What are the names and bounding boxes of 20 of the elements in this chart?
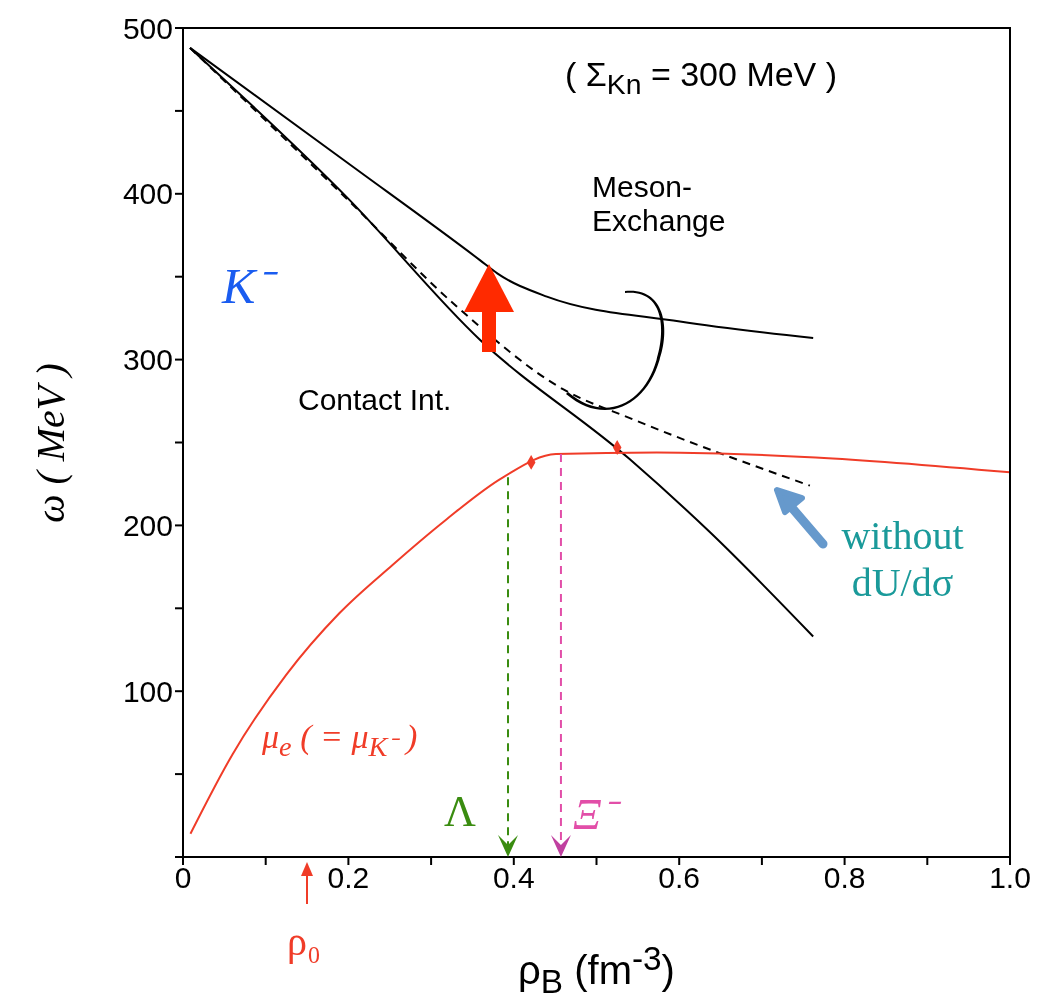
y-tick-label: 100 [122,674,173,708]
x-tick-label: 0.4 [492,861,535,895]
x-tick-label: 1.0 [989,861,1031,895]
x-axis-title: ρ$_{B}$ (fm$^{-3}$) [518,940,675,1000]
series-label: Contact Int. [298,383,453,417]
y-tick-label: 400 [122,177,173,211]
x-tick-label: 0.6 [658,861,701,895]
annotation: ( Σ$_{Kn}$ = 300 MeV ) [565,55,838,101]
text: ρ₀ [287,918,321,965]
y-tick-label: 300 [122,343,173,377]
y-tick-label: 200 [122,509,173,543]
y-tick-label: 500 [122,11,173,45]
y-axis-title: ω ( MeV ) [26,362,74,523]
series-label: μ$_{e}$ ( = μ$_{K⁻}$ ) [262,718,419,764]
x-tick-label: 0.2 [327,861,370,895]
annotation: Λ [444,786,476,837]
text: Meson-Exchange [592,170,727,238]
x-tick-label: 0 [174,861,192,895]
x-tick-label: 0.8 [823,861,866,895]
series-label: without dU/dσ [840,512,965,606]
